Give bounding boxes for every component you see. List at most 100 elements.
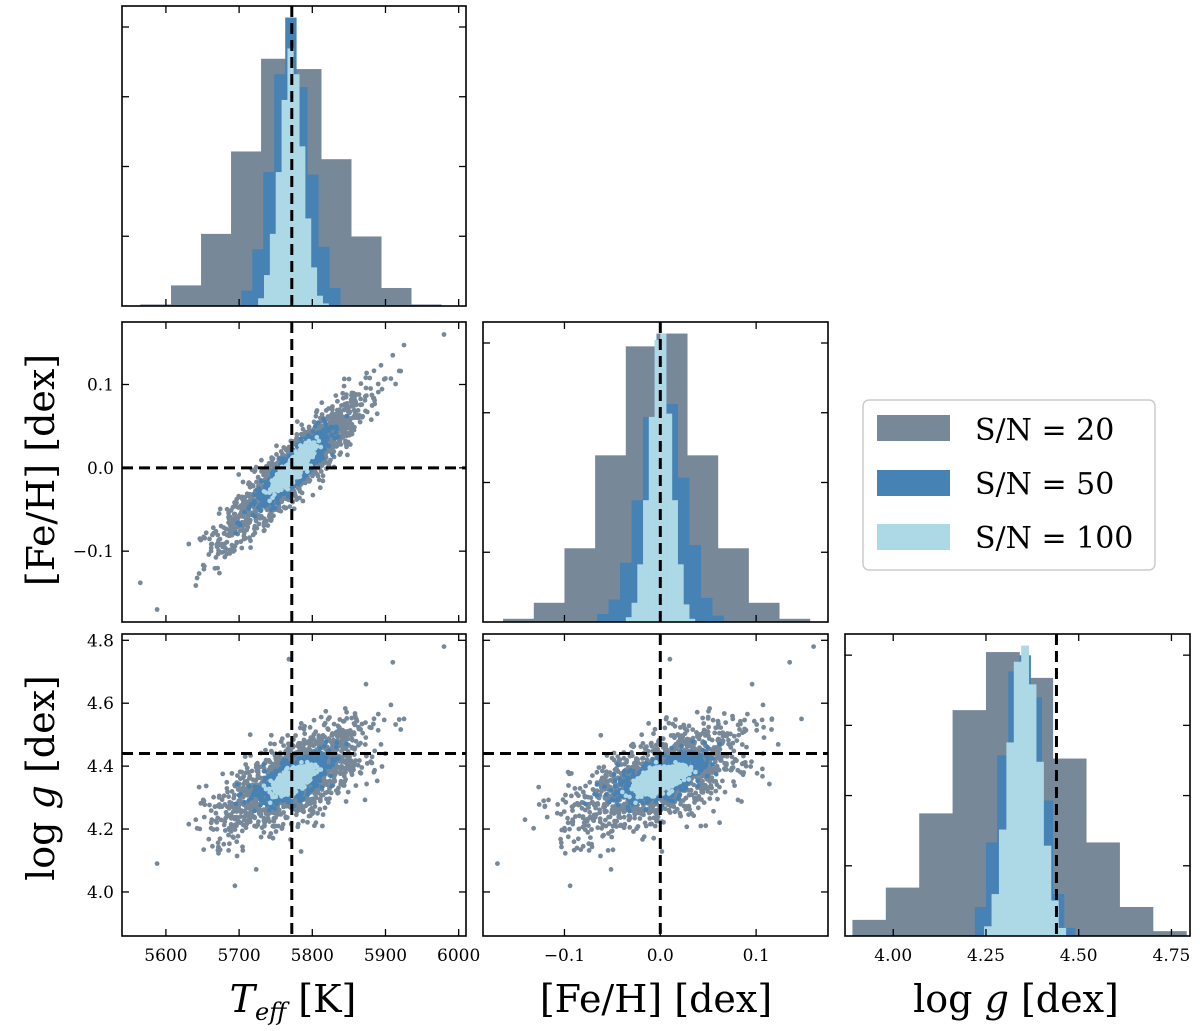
feh-vs-teff-point-snr20 [265, 523, 271, 528]
hist-bar-teff-snr50 [318, 246, 330, 306]
feh-vs-teff-point-snr20 [347, 442, 353, 447]
feh-vs-teff-point-snr20 [239, 545, 245, 551]
feh-vs-teff-point-snr20 [390, 352, 396, 358]
feh-vs-teff-point-snr20 [346, 376, 352, 382]
feh-vs-teff-point-snr20 [243, 519, 249, 525]
feh-vs-teff-point-snr20 [198, 537, 204, 543]
feh-vs-teff-point-snr20 [218, 523, 224, 529]
logg-vs-teff-point-snr20 [263, 747, 268, 753]
feh-vs-teff-point-snr20 [300, 498, 306, 504]
logg-vs-teff-point-snr20 [286, 741, 291, 747]
feh-vs-teff-point-snr20 [318, 469, 324, 474]
feh-vs-teff-point-snr20 [216, 548, 221, 553]
feh-vs-teff-point-snr20 [341, 423, 347, 429]
feh-vs-teff-point-snr20 [261, 520, 267, 525]
feh-vs-teff-point-snr20 [219, 541, 225, 547]
feh-vs-teff-point-snr20 [222, 554, 228, 560]
feh-vs-teff-point-snr20 [363, 385, 369, 391]
hist-bar-teff-snr50 [307, 174, 319, 306]
hist-bar-teff-snr100 [310, 267, 318, 306]
feh-vs-teff-point-snr20 [217, 506, 223, 512]
hist-bar-feh-snr100 [648, 416, 655, 622]
logg-vs-teff-point-snr20 [313, 729, 319, 735]
logg-vs-teff-point-snr20 [327, 796, 332, 801]
logg-vs-teff-point-snr20 [325, 716, 331, 722]
feh-vs-teff-point-snr20 [186, 541, 192, 547]
logg-vs-teff-point-snr20 [224, 814, 230, 819]
feh-vs-teff-point-snr50 [252, 500, 257, 506]
feh-vs-teff-point-snr20 [281, 504, 287, 510]
feh-vs-teff-point-snr20 [368, 386, 373, 391]
feh-vs-teff-point-snr50 [252, 514, 258, 519]
hist-bar-teff-snr50 [241, 290, 253, 306]
hist-bar-feh-snr50 [608, 599, 621, 622]
feh-vs-teff-point-snr50 [258, 478, 264, 484]
hist-bar-feh-snr100 [683, 604, 690, 622]
feh-vs-teff-point-snr20 [287, 504, 293, 509]
feh-vs-teff-point-snr20 [210, 532, 215, 538]
feh-vs-teff-point-snr100 [301, 444, 307, 450]
hist-feh-frame [482, 321, 829, 623]
feh-vs-teff-point-snr50 [258, 508, 264, 514]
hist-bar-feh-snr100 [660, 333, 667, 622]
logg-vs-teff-point-snr20 [338, 739, 344, 744]
feh-vs-teff-point-snr100 [316, 438, 322, 444]
logg-vs-teff-point-snr20 [226, 794, 232, 799]
feh-vs-teff-point-snr20 [238, 504, 244, 510]
feh-vs-teff-point-snr20 [375, 381, 381, 387]
logg-vs-teff-point-snr20 [371, 769, 377, 775]
feh-vs-teff-point-snr20 [219, 550, 225, 555]
feh-vs-teff-frame [121, 321, 467, 623]
feh-vs-teff-point-snr20 [364, 393, 369, 398]
feh-vs-teff-point-snr20 [344, 433, 349, 439]
logg-vs-teff-point-snr20 [223, 809, 229, 815]
feh-vs-teff-point-snr20 [207, 536, 212, 542]
hist-bar-teff-snr50 [263, 172, 275, 306]
logg-vs-teff-point-snr20 [362, 742, 368, 747]
feh-vs-teff-point-snr20 [339, 415, 345, 420]
hist-bar-teff-snr20 [381, 287, 412, 306]
logg-vs-teff-point-snr20 [298, 849, 304, 854]
logg-vs-teff-point-snr20 [328, 790, 334, 796]
logg-vs-teff-point-snr20 [333, 730, 339, 735]
logg-vs-teff-point-snr20 [267, 834, 272, 840]
feh-vs-teff-point-snr20 [228, 524, 234, 529]
logg-vs-teff-point-snr20 [293, 733, 298, 738]
feh-vs-teff-point-snr50 [258, 502, 263, 507]
hist-bar-feh-snr100 [631, 602, 638, 622]
logg-vs-teff-point-snr20 [297, 725, 303, 731]
feh-vs-teff-point-snr50 [233, 530, 239, 536]
logg-vs-teff-point-snr20 [320, 812, 326, 817]
logg-vs-teff-point-snr20 [349, 715, 355, 721]
feh-vs-teff-point-snr20 [396, 368, 402, 374]
logg-vs-teff-point-snr20 [241, 817, 247, 823]
logg-vs-teff-point-snr20 [244, 765, 250, 771]
hist-bar-feh-snr20 [748, 602, 780, 622]
feh-vs-teff-point-snr50 [328, 424, 334, 430]
feh-vs-teff-point-snr100 [306, 438, 312, 444]
logg-vs-teff-point-snr20 [239, 769, 245, 775]
feh-vs-teff-point-snr20 [137, 580, 143, 586]
feh-vs-teff-point-snr20 [354, 392, 359, 397]
feh-vs-teff-point-snr20 [338, 411, 343, 416]
feh-vs-teff-point-snr20 [246, 481, 251, 487]
feh-vs-teff-point-snr20 [217, 570, 222, 576]
feh-vs-teff-point-snr20 [154, 607, 160, 612]
hist-bar-feh-snr100 [643, 500, 650, 622]
feh-vs-teff-point-snr50 [252, 492, 257, 498]
feh-vs-teff-point-snr20 [230, 549, 236, 554]
feh-vs-teff-point-snr50 [248, 501, 254, 507]
feh-vs-teff-ytick-label: 0.0 [87, 459, 114, 479]
feh-vs-teff-point-snr20 [214, 542, 220, 547]
feh-vs-teff-point-snr20 [216, 511, 222, 516]
feh-vs-teff-point-snr20 [341, 383, 347, 389]
logg-vs-teff-point-snr20 [313, 820, 319, 826]
feh-vs-teff-point-snr20 [363, 375, 369, 381]
logg-vs-teff-point-snr20 [372, 748, 378, 754]
feh-vs-teff-point-snr20 [252, 530, 258, 536]
feh-vs-teff-point-snr100 [283, 479, 289, 485]
logg-vs-teff-point-snr20 [338, 781, 344, 787]
logg-vs-teff-point-snr20 [247, 732, 253, 738]
hist-bar-feh-snr20 [564, 548, 596, 622]
